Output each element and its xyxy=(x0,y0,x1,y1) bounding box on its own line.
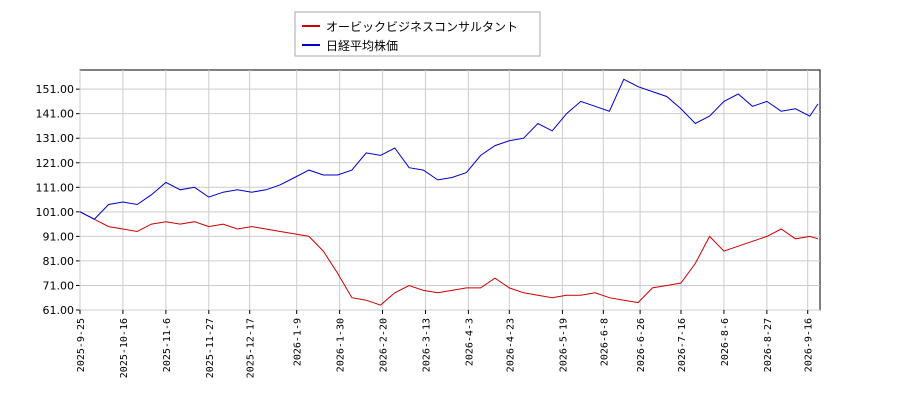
y-tick-label: 71.00 xyxy=(43,279,75,292)
y-tick-label: 151.00 xyxy=(36,83,75,96)
x-tick-label: 2026-9-16 xyxy=(804,318,815,372)
x-tick-label: 2026-5-19 xyxy=(558,318,569,372)
x-tick-label: 2026-6-8 xyxy=(599,318,610,366)
plot-frame xyxy=(79,69,821,311)
x-tick-label: 2026-8-6 xyxy=(720,318,731,366)
x-tick-label: 2026-3-13 xyxy=(421,318,432,372)
x-tick-label: 2025-12-17 xyxy=(246,318,257,378)
x-tick-label: 2025-11-27 xyxy=(205,318,216,378)
y-tick-label: 121.00 xyxy=(36,157,75,170)
x-tick-label: 2026-7-16 xyxy=(677,318,688,372)
x-tick-label: 2026-1-30 xyxy=(336,318,347,372)
x-tick-label: 2026-8-27 xyxy=(763,318,774,372)
x-tick-label: 2026-2-20 xyxy=(379,318,390,372)
x-tick-label: 2026-6-26 xyxy=(636,318,647,372)
legend-label: オービックビジネスコンサルタント xyxy=(326,20,518,34)
y-tick-label: 81.00 xyxy=(43,255,75,268)
x-tick-label: 2026-4-3 xyxy=(464,318,475,366)
line-series xyxy=(79,78,819,220)
y-tick-label: 141.00 xyxy=(36,108,75,121)
legend xyxy=(294,11,541,57)
legend-label: 日経平均株価 xyxy=(326,38,398,53)
x-tick-label: 2026-1-9 xyxy=(293,318,304,366)
y-tick-label: 91.00 xyxy=(43,230,75,243)
y-tick-label: 131.00 xyxy=(36,132,75,145)
x-tick-label: 2026-4-23 xyxy=(505,318,516,372)
y-tick-label: 61.00 xyxy=(43,304,75,317)
x-tick-label: 2025-11-6 xyxy=(162,318,173,372)
line-series xyxy=(79,211,819,306)
y-tick-label: 101.00 xyxy=(36,206,75,219)
x-tick-label: 2025-9-25 xyxy=(76,318,87,372)
x-tick-label: 2025-10-16 xyxy=(119,318,130,378)
y-tick-label: 111.00 xyxy=(36,181,75,194)
